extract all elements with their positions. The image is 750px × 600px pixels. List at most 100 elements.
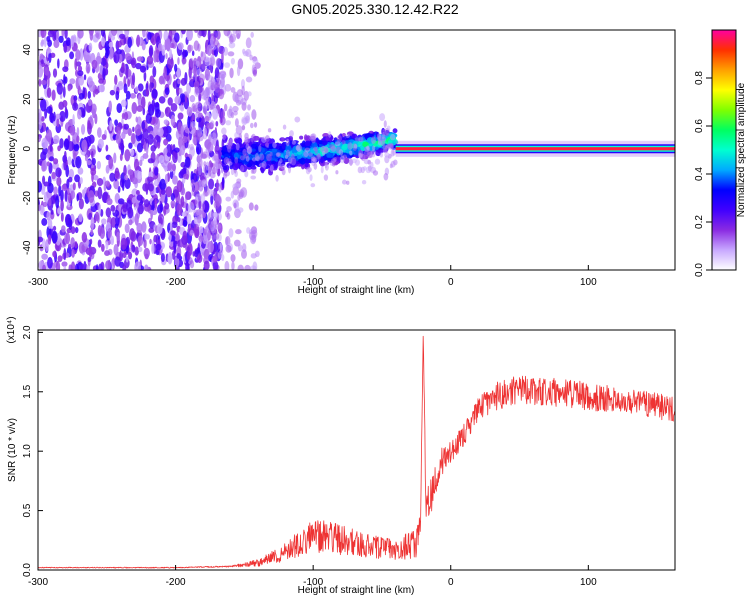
spectrogram-cell [128, 142, 133, 149]
spectrogram-cell [225, 120, 232, 126]
spectrogram-cell [213, 251, 220, 262]
spectrogram-cell [304, 140, 311, 147]
spectrogram-cell [264, 135, 270, 143]
spectrogram-cell [164, 202, 170, 210]
spectrogram-cell [116, 103, 123, 114]
spectrogram-cell [326, 152, 331, 158]
spectrogram-cell [164, 173, 169, 185]
spectrogram-cell [246, 146, 252, 155]
spectrogram-cell [196, 253, 203, 264]
spectrogram-cell [248, 202, 254, 211]
spectrogram-cell [221, 73, 225, 80]
spectrogram-cell [87, 120, 91, 129]
spectrogram-cell [48, 51, 52, 64]
spectrogram-cell [209, 56, 216, 67]
spectrogram-cell [73, 143, 80, 152]
spectrogram-cell [224, 260, 230, 270]
spectrogram-cell [196, 68, 202, 77]
spectrogram-cell [55, 260, 61, 270]
spectrogram-cell [97, 239, 102, 248]
spectrogram-cell [156, 223, 163, 235]
spectrogram-cell [41, 137, 48, 150]
spectrogram-cell [119, 153, 123, 161]
spectrogram-cell [123, 83, 128, 94]
spectrogram-cell [124, 174, 129, 181]
spectrogram-cell [123, 37, 127, 45]
spectrogram-cell [268, 144, 273, 149]
spectrogram-cell [96, 178, 104, 186]
spectrogram-cell [365, 166, 372, 174]
spectrogram-cell [95, 55, 102, 65]
spectrogram-cell [43, 36, 47, 48]
spectrogram-cell [348, 160, 354, 165]
spectrogram-cell [375, 149, 382, 157]
spectrogram-cell [94, 89, 99, 95]
spectrogram-cell [305, 167, 311, 175]
spectrogram-cell [387, 142, 394, 148]
y-tick-label: -20 [22, 191, 33, 206]
spectrogram-cell [131, 133, 135, 144]
spectrogram-cell [167, 97, 173, 106]
spectrogram-cell [187, 115, 191, 129]
spectrogram-cell [110, 235, 115, 244]
spectrogram-cell [151, 88, 158, 99]
spectrogram-cell [230, 111, 235, 119]
spectrogram-cell [201, 90, 207, 100]
spectrogram-cell [97, 224, 102, 237]
spectrogram-cell [85, 62, 91, 74]
y-tick-label: 1.0 [22, 444, 33, 458]
spectrogram-cell [72, 113, 75, 126]
spectrogram-cell [363, 159, 370, 165]
spectrogram-cell [55, 167, 62, 178]
spectrogram-cell [152, 66, 157, 78]
spectrogram-cell [153, 125, 158, 137]
spectrogram-cell [230, 254, 236, 263]
spectrogram-cell [205, 122, 212, 129]
spectrogram-cell [141, 120, 146, 130]
spectrogram-cell [189, 229, 194, 236]
spectrogram-cell [75, 49, 81, 61]
spectrogram-cell [204, 226, 210, 232]
spectrogram-cell [328, 131, 332, 138]
spectrogram-cell [288, 165, 292, 174]
spectrogram-cell [251, 157, 257, 162]
spectrogram-cell [176, 67, 181, 78]
spectrogram-cell [242, 243, 247, 253]
colorbar-tick-label: 0.8 [694, 71, 705, 85]
spectrogram-cell [180, 145, 185, 156]
spectrogram-cell [95, 263, 99, 270]
spectrogram-cell [195, 143, 202, 155]
spectrogram-cell [125, 67, 129, 80]
spectrogram-cell [56, 176, 62, 187]
spectrogram-cell [63, 139, 70, 148]
spectrogram-cell [125, 90, 131, 100]
spectrogram-cell [258, 144, 262, 153]
spectrogram-cell [210, 193, 214, 205]
spectrogram-cell [130, 148, 135, 157]
spectrogram-cell [189, 146, 195, 157]
signal-line-core [395, 147, 675, 151]
spectrogram-cell [379, 152, 384, 158]
spectrogram-cell [82, 189, 85, 196]
spectrogram-cell [235, 142, 240, 151]
spectrogram-cell [113, 152, 117, 164]
spectrogram-cell [169, 221, 173, 232]
y-tick-label: 20 [22, 93, 33, 105]
spectrogram-cell [166, 56, 174, 70]
spectrogram-cell [321, 140, 328, 146]
spectrogram-cell [169, 170, 174, 180]
spectrogram-cell [105, 144, 109, 152]
spectrogram-cell [160, 252, 165, 263]
spectrogram-cell [191, 67, 198, 74]
spectrogram-cell [226, 206, 232, 212]
spectrogram-cell [212, 260, 219, 270]
spectrogram-cell [139, 159, 143, 167]
spectrogram-cell [195, 111, 201, 119]
spectrogram-cell [121, 131, 126, 140]
spectrogram-cell [116, 231, 120, 242]
spectrogram-y-axis: -40 -20 0 20 40 [22, 44, 43, 255]
spectrogram-cell [47, 234, 52, 245]
spectrogram-cell [63, 265, 67, 270]
spectrogram-cell [164, 106, 171, 117]
spectrogram-cell [142, 30, 146, 38]
